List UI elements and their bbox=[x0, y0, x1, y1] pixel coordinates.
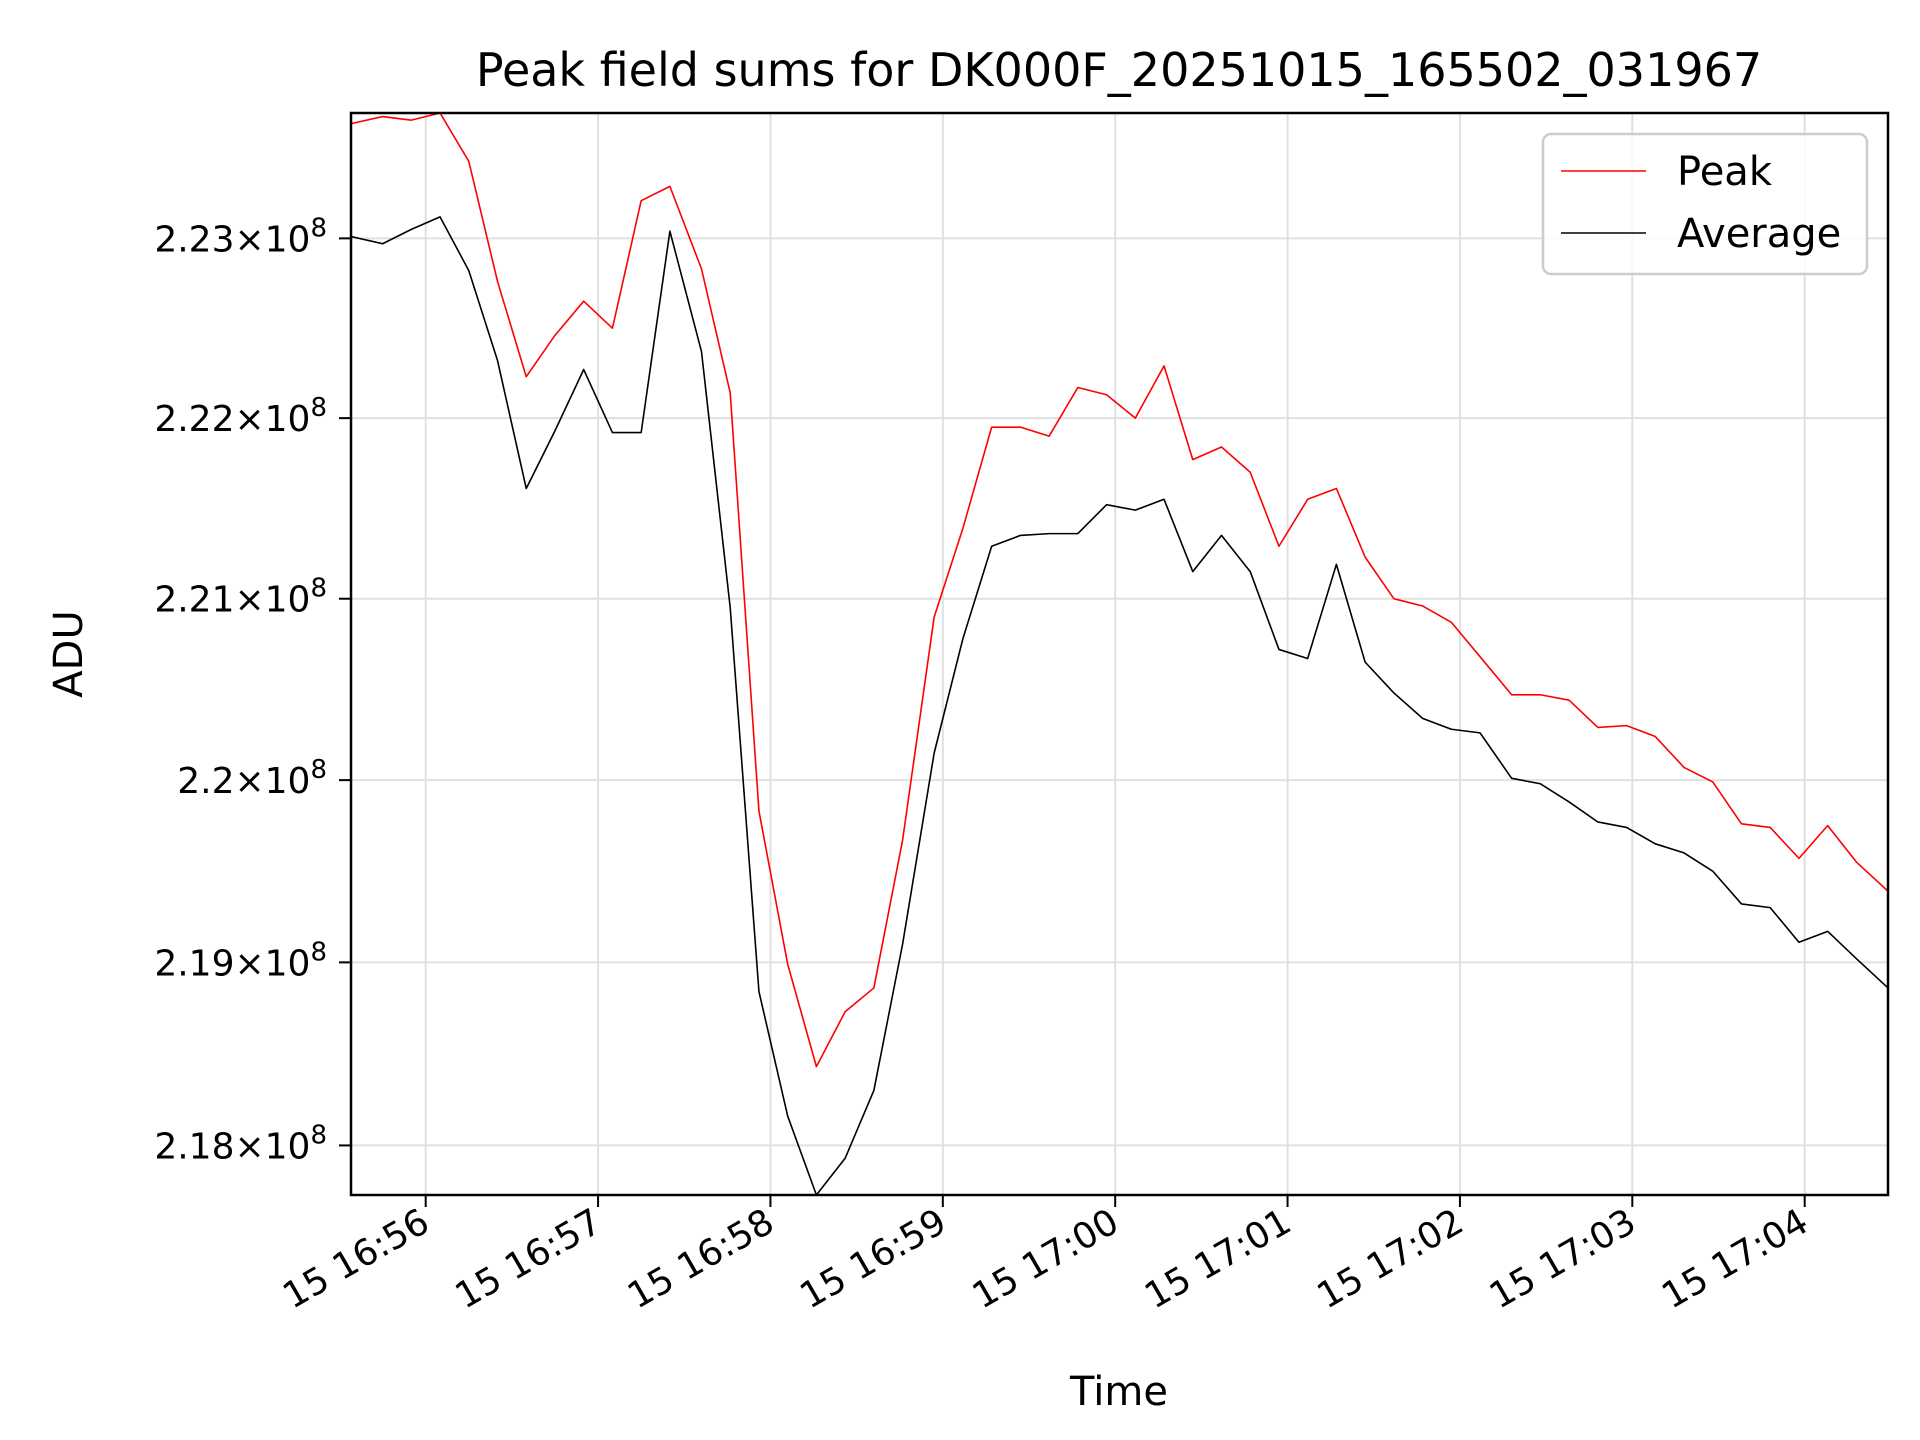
y-axis-label: ADU bbox=[46, 610, 92, 697]
legend-box bbox=[1541, 132, 1869, 276]
plot-frame bbox=[349, 111, 1890, 1197]
y-axis-ticks: 2.18×108 2.19×108 2.2×108 2.21×108 2.22×108 2… bbox=[154, 213, 351, 1167]
series-layer bbox=[351, 113, 1888, 1195]
series-line-peak bbox=[351, 113, 1888, 1068]
legend-label-peak: Peak bbox=[1677, 149, 1773, 195]
y-tick-label: 2.19×108 bbox=[154, 937, 327, 984]
chart-title: Peak field sums for DK000F_20251015_1655… bbox=[476, 43, 1762, 97]
y-tick-label: 2.21×108 bbox=[154, 574, 327, 621]
series-line-average bbox=[351, 216, 1888, 1195]
legend: Peak Average bbox=[1541, 132, 1869, 276]
y-tick-label: 2.23×108 bbox=[154, 213, 327, 260]
y-tick-label: 2.2×108 bbox=[177, 755, 327, 802]
x-axis-label: Time bbox=[1069, 1369, 1168, 1415]
legend-label-average: Average bbox=[1677, 211, 1841, 257]
grid-layer bbox=[351, 113, 1888, 1195]
y-tick-label: 2.22×108 bbox=[154, 393, 327, 440]
y-tick-label: 2.18×108 bbox=[154, 1120, 327, 1167]
